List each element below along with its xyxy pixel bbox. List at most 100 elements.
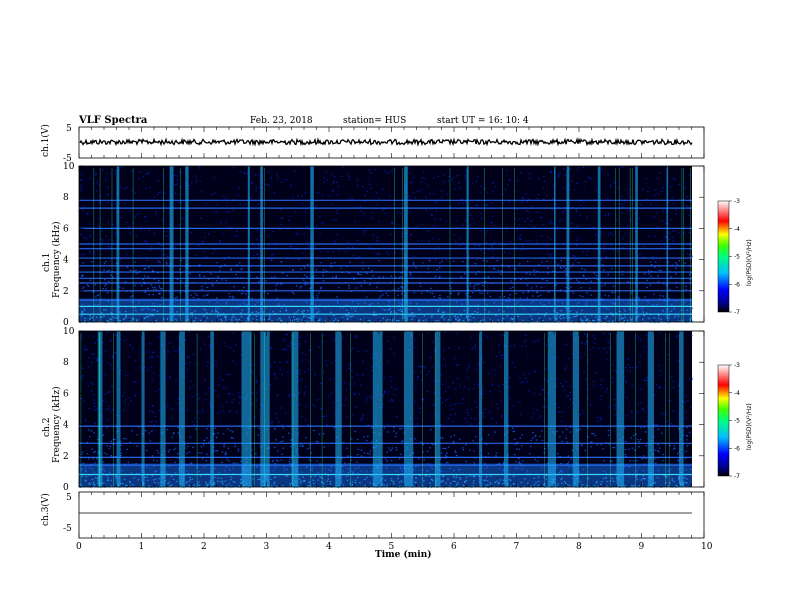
spectrogram-speckle: [283, 340, 285, 342]
spectrogram-speckle: [621, 274, 624, 276]
spectrogram-speckle: [556, 466, 558, 468]
spectrogram-speckle: [665, 482, 667, 484]
spectrogram-speckle: [296, 487, 299, 489]
spectrogram-speckle: [386, 460, 388, 462]
spectrogram-speckle: [464, 175, 466, 177]
spectrogram-speckle: [352, 471, 355, 473]
spectrogram-speckle: [229, 374, 231, 376]
spectrogram-speckle: [536, 291, 538, 293]
spectrogram-speckle: [355, 336, 357, 338]
spectrogram-speckle: [257, 246, 260, 248]
spectrogram-speckle: [154, 470, 156, 472]
spectrogram-speckle: [402, 314, 404, 316]
spectrogram-speckle: [589, 287, 591, 289]
spectrogram-speckle: [199, 275, 201, 277]
spectrogram-speckle: [633, 434, 635, 436]
spectrogram-speckle: [613, 302, 615, 304]
spectrogram-speckle: [497, 407, 499, 409]
spectrogram-speckle: [509, 345, 512, 347]
spectrogram-speckle: [591, 226, 593, 229]
spectrogram-speckle: [173, 350, 176, 352]
spectrogram-speckle: [473, 383, 475, 385]
spectrogram-speckle: [286, 322, 288, 324]
spectrogram-speckle: [250, 403, 253, 405]
spectrogram-speckle: [607, 434, 610, 436]
spectrogram-speckle: [135, 272, 137, 274]
spectrogram-speckle: [581, 296, 584, 298]
spectrogram-speckle: [361, 307, 363, 309]
spectrogram-speckle: [351, 369, 353, 371]
spectrogram-speckle: [360, 285, 363, 287]
spectrogram-speckle: [106, 474, 108, 476]
spectrogram-speckle: [205, 202, 207, 205]
spectrogram-speckle: [366, 399, 369, 401]
spectrogram-speckle: [179, 268, 181, 270]
spectrogram-speckle: [342, 167, 344, 169]
spectrogram-speckle: [147, 173, 149, 175]
spectrogram-speckle: [80, 315, 83, 317]
spectrogram-speckle: [145, 450, 148, 452]
spectrogram-speckle: [658, 321, 660, 324]
spectrogram-speckle: [334, 262, 336, 264]
y-tick-label: 4: [63, 421, 69, 431]
spectrogram-speckle: [529, 485, 532, 487]
spectrogram-speckle: [629, 366, 632, 368]
spectrogram-speckle: [575, 239, 578, 241]
spectrogram-speckle: [386, 451, 388, 453]
spectrogram-speckle: [654, 189, 657, 191]
spectrogram-speckle: [610, 184, 612, 186]
spectrogram-speckle: [134, 192, 137, 194]
spectrogram-speckle: [613, 292, 615, 294]
spectrogram-speckle: [644, 477, 647, 479]
spectrogram-speckle: [360, 449, 363, 451]
spectrogram-speckle: [401, 311, 403, 313]
spectral-burst: [310, 166, 314, 322]
spectrogram-speckle: [93, 432, 96, 434]
spectrogram-speckle: [155, 471, 157, 473]
spectrogram-speckle: [215, 437, 218, 439]
spectrogram-speckle: [362, 414, 364, 416]
spectrogram-speckle: [184, 339, 186, 341]
spectrogram-speckle: [314, 475, 316, 477]
spectrogram-speckle: [213, 211, 215, 213]
spectrogram-speckle: [308, 458, 310, 461]
spectrogram-speckle: [593, 342, 595, 344]
spectrogram-speckle: [171, 436, 174, 438]
spectrogram-speckle: [313, 430, 315, 432]
spectrogram-speckle: [102, 288, 104, 290]
spectrogram-speckle: [474, 418, 476, 420]
spectrogram-speckle: [245, 320, 248, 322]
spectrogram-speckle: [453, 316, 455, 318]
spectrogram-speckle: [602, 348, 605, 350]
spectrogram-speckle: [378, 197, 380, 199]
spectrogram-speckle: [219, 314, 221, 316]
spectrogram-speckle: [426, 470, 428, 472]
spectrogram-speckle: [114, 232, 116, 234]
spectrogram-speckle: [531, 302, 533, 304]
spectrogram-speckle: [106, 172, 108, 175]
spectral-burst: [169, 166, 174, 322]
spectrogram-speckle: [252, 364, 255, 366]
spectrogram-speckle: [494, 375, 497, 377]
spectrogram-speckle: [690, 468, 692, 470]
spectrogram-speckle: [126, 221, 128, 223]
spectrogram-speckle: [650, 264, 653, 266]
spectrogram-speckle: [499, 390, 501, 392]
spectrogram-speckle: [426, 374, 428, 376]
spectrogram-speckle: [176, 296, 178, 298]
spectrogram-speckle: [454, 450, 456, 452]
spectrogram-speckle: [332, 251, 334, 253]
spectrogram-speckle: [401, 304, 403, 306]
spectrogram-speckle: [104, 393, 107, 395]
spectrogram-speckle: [114, 455, 117, 458]
spectrogram-speckle: [189, 479, 192, 481]
spectrogram-speckle: [607, 197, 609, 200]
spectrogram-speckle: [281, 373, 283, 376]
spectrogram-speckle: [569, 399, 571, 401]
spectrogram-speckle: [320, 476, 323, 478]
spectrogram-speckle: [638, 217, 640, 219]
spectrogram-speckle: [103, 269, 105, 271]
spectrogram-speckle: [166, 255, 169, 257]
spectrogram-speckle: [516, 448, 518, 450]
spectrogram-speckle: [686, 427, 689, 429]
